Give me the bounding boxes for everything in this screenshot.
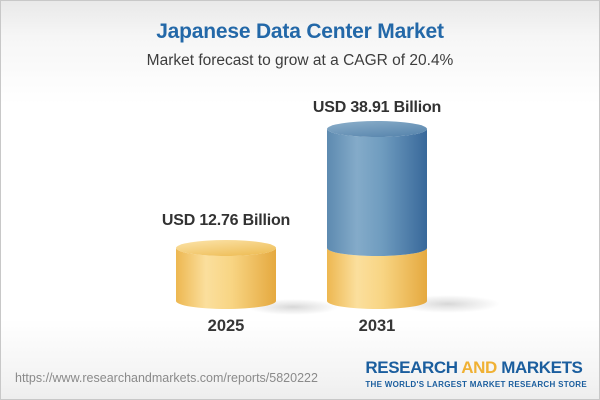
research-and-markets-logo: RESEARCH AND MARKETS THE WORLD'S LARGEST…	[365, 358, 587, 389]
logo-wordmark: RESEARCH AND MARKETS	[365, 358, 587, 378]
axis-label-2031: 2031	[358, 317, 396, 335]
page-subtitle: Market forecast to grow at a CAGR of 20.…	[146, 52, 454, 69]
bar-2031-cylinder	[327, 121, 427, 309]
report-url: https://www.researchandmarkets.com/repor…	[15, 371, 318, 385]
data-label-2031: USD 38.91 Billion	[312, 99, 442, 116]
bar-2025-cylinder	[176, 240, 276, 309]
data-label-2025: USD 12.76 Billion	[161, 212, 291, 229]
axis-label-2025: 2025	[207, 317, 245, 335]
logo-word-and: AND	[461, 358, 497, 377]
bar-2031-base-segment	[327, 248, 427, 309]
logo-word-markets: MARKETS	[496, 358, 583, 377]
page-title: Japanese Data Center Market	[156, 20, 444, 43]
logo-tagline: THE WORLD'S LARGEST MARKET RESEARCH STOR…	[365, 379, 587, 389]
logo-word-research: RESEARCH	[365, 358, 462, 377]
bar-2031-growth-segment	[327, 129, 427, 256]
